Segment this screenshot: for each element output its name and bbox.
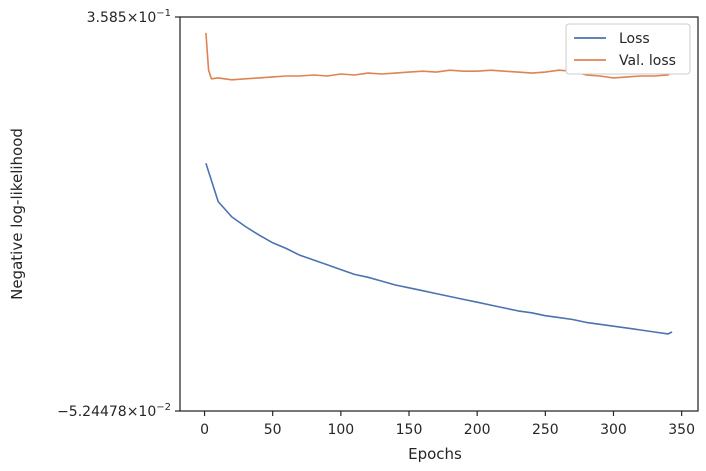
x-tick-label: 0 bbox=[200, 422, 209, 438]
y-axis-label: Negative log-likelihood bbox=[8, 128, 26, 300]
x-tick-label: 100 bbox=[327, 422, 354, 438]
x-tick-label: 200 bbox=[464, 422, 491, 438]
series-line-val-loss bbox=[205, 32, 673, 81]
x-tick-label: 300 bbox=[600, 422, 627, 438]
y-axis-ticks: 3.585×10−1 −5.24478×10−2 bbox=[57, 8, 180, 420]
plot-frame bbox=[179, 16, 699, 412]
y-tick-label: −5.24478×10−2 bbox=[57, 402, 171, 420]
x-tick-label: 250 bbox=[532, 422, 559, 438]
x-tick-label: 50 bbox=[264, 422, 282, 438]
legend-label-val-loss: Val. loss bbox=[619, 53, 676, 69]
legend-box bbox=[565, 23, 691, 75]
x-tick-label: 150 bbox=[396, 422, 423, 438]
x-tick-label: 350 bbox=[668, 422, 695, 438]
series-line-loss bbox=[205, 162, 673, 335]
legend-label-loss: Loss bbox=[619, 31, 650, 47]
x-axis-ticks: 0 50 100 150 200 250 300 350 bbox=[200, 411, 695, 438]
legend: Loss Val. loss bbox=[565, 23, 691, 75]
x-axis-label: Epochs bbox=[408, 445, 462, 463]
y-tick-label: 3.585×10−1 bbox=[87, 8, 171, 26]
series-lines bbox=[205, 32, 673, 335]
plot-area bbox=[180, 17, 698, 411]
